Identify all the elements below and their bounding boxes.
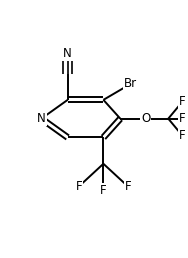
Text: F: F xyxy=(100,184,107,197)
Text: Br: Br xyxy=(124,77,137,90)
Text: N: N xyxy=(37,112,46,125)
Text: F: F xyxy=(124,180,131,193)
Text: F: F xyxy=(179,129,186,142)
Text: F: F xyxy=(76,180,82,193)
Text: O: O xyxy=(141,112,150,125)
Text: F: F xyxy=(179,112,186,125)
Text: N: N xyxy=(63,47,72,60)
Text: F: F xyxy=(179,95,186,108)
